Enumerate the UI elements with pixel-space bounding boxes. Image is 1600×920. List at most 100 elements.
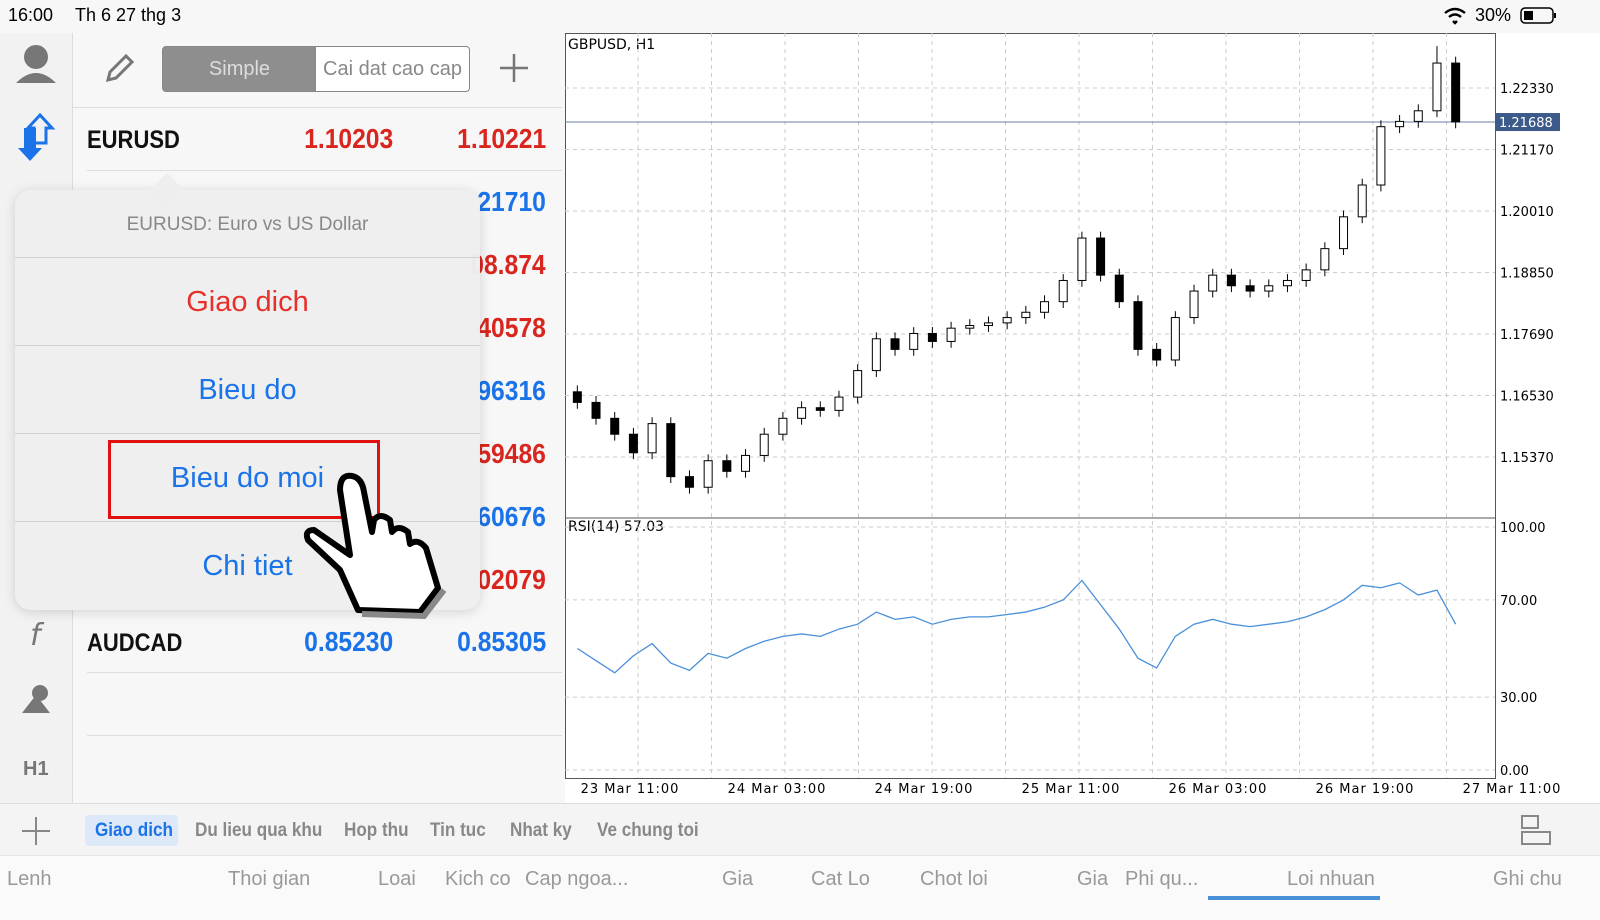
candle-body (1058, 279, 1068, 303)
candle-body (927, 332, 937, 342)
edit-icon[interactable] (100, 50, 140, 90)
candle-body (1282, 279, 1292, 287)
candle-body (666, 423, 676, 478)
candle-body (1301, 269, 1311, 281)
candle-body (1152, 348, 1162, 361)
y-tick-label: 1.20010 (1500, 205, 1554, 220)
candle-body (1114, 274, 1124, 303)
candle-body (722, 460, 732, 472)
symbol[interactable]: EURUSD (87, 126, 180, 154)
divider (87, 735, 562, 736)
menu-item[interactable]: Bieu do (198, 374, 297, 406)
sidebar-icons: f (16, 45, 56, 713)
column[interactable]: Loai (378, 868, 416, 890)
candle-body (1395, 120, 1405, 128)
column[interactable]: Kich co (445, 868, 511, 890)
candle-body (1264, 285, 1274, 292)
candle-body (983, 322, 993, 327)
column[interactable]: Phi qu... (1125, 868, 1199, 890)
y-tick-label: 1.17690 (1500, 328, 1554, 343)
sort-indicator (1208, 896, 1380, 900)
add-icon[interactable] (496, 50, 532, 86)
candle-body (1096, 237, 1106, 276)
menu-item[interactable]: Bieu do moi (170, 462, 325, 494)
divider (15, 257, 480, 258)
segment-advanced[interactable]: Cai dat cao cap (315, 46, 470, 92)
candle-body (572, 391, 582, 403)
tab[interactable]: Ve chung toi (597, 820, 699, 841)
bid: 1.10203 (303, 123, 393, 154)
candle-body (1077, 237, 1087, 281)
status-icons (1444, 7, 1556, 25)
menu-item[interactable]: Chi tiet (202, 550, 293, 582)
y-tick-label: 1.22330 (1500, 82, 1554, 97)
ask: 08.874 (470, 249, 546, 280)
column[interactable]: Gia (722, 868, 754, 890)
candle-body (834, 396, 844, 411)
x-tick-label: 24 Mar 03:00 (728, 782, 827, 797)
candle-body (591, 401, 601, 419)
candle-body (1208, 274, 1218, 292)
candle-body (1226, 274, 1236, 287)
x-tick-label: 25 Mar 11:00 (1022, 782, 1121, 797)
column[interactable]: Ghi chu (1493, 868, 1562, 890)
tab[interactable]: Giao dich (95, 820, 173, 841)
candle-body (946, 327, 956, 342)
candle-body (1376, 126, 1386, 186)
column[interactable]: Loi nhuan (1287, 868, 1375, 890)
candle-body (1432, 62, 1442, 112)
candle-body (778, 417, 788, 435)
divider (87, 170, 562, 171)
candle-body (1320, 248, 1330, 271)
column[interactable]: Chot loi (920, 868, 988, 890)
candle-body (909, 332, 919, 350)
tab[interactable]: Nhat ky (510, 820, 572, 841)
ask: 96316 (477, 375, 546, 406)
plot-frame (565, 33, 1496, 779)
tab[interactable]: Tin tuc (430, 820, 486, 841)
divider (15, 433, 480, 434)
y-tick-label: 70.00 (1500, 594, 1537, 609)
column[interactable]: Cat Lo (811, 868, 870, 890)
status-time: 16:00 (8, 5, 54, 25)
candle-body (628, 433, 638, 454)
tab[interactable]: Du lieu qua khu (195, 820, 323, 841)
add-icon[interactable] (20, 815, 52, 847)
menu-item[interactable]: Giao dich (186, 286, 309, 318)
candle-body (1413, 110, 1423, 122)
tab[interactable]: Hop thu (344, 820, 409, 841)
candle-body (1021, 311, 1031, 319)
segment-simple[interactable]: Simple (162, 46, 317, 92)
candle-body (1451, 62, 1461, 123)
candle-body (1133, 301, 1143, 350)
x-tick-label: 27 Mar 11:00 (1463, 782, 1562, 797)
column[interactable]: Cap ngoa... (525, 868, 629, 890)
candle-body (1002, 317, 1012, 324)
candle-body (853, 370, 863, 398)
candle-body (871, 338, 881, 372)
ask: 0.85305 (456, 626, 546, 657)
candle-body (647, 423, 657, 454)
x-tick-label: 26 Mar 19:00 (1316, 782, 1415, 797)
menu-title: EURUSD: Euro vs US Dollar (126, 214, 369, 235)
column[interactable]: Gia (1077, 868, 1109, 890)
candle-body (1040, 301, 1050, 313)
chart-title: GBPUSD, H1 (568, 37, 655, 53)
symbol[interactable]: AUDCAD (87, 629, 183, 657)
column[interactable]: Thoi gian (228, 868, 311, 890)
status-date: Th 6 27 thg 3 (75, 5, 182, 25)
candle-body (703, 460, 713, 488)
divider (72, 107, 562, 108)
bid: 0.85230 (303, 626, 393, 657)
tab-bar (0, 803, 1600, 856)
y-tick-label: 1.15370 (1500, 451, 1554, 466)
column[interactable]: Lenh (7, 868, 52, 890)
y-tick-label: 100.00 (1500, 521, 1546, 536)
svg-text:f: f (30, 618, 45, 653)
timeframe[interactable]: H1 (23, 758, 49, 780)
current-price-tag (1496, 113, 1560, 132)
layout-icon[interactable] (1520, 814, 1552, 846)
pointer-hand (303, 472, 447, 620)
candle-body (890, 338, 900, 350)
